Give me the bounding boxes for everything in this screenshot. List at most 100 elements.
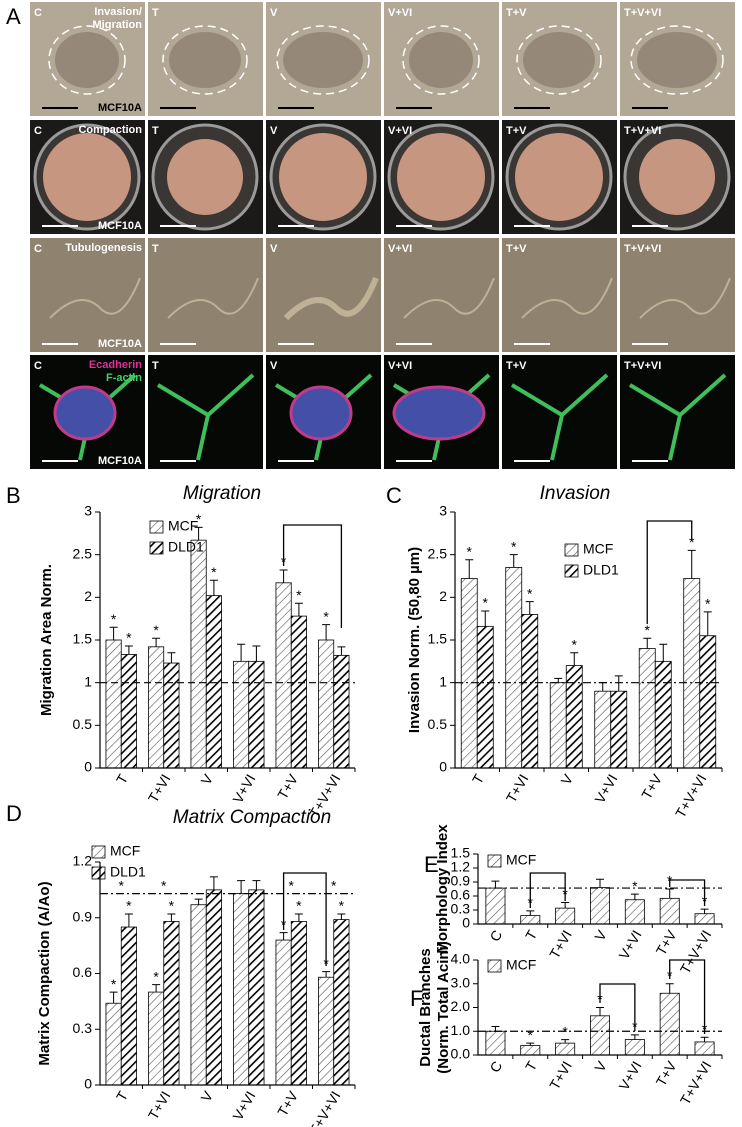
x-tick-label: T+V — [274, 771, 301, 802]
bar — [163, 921, 180, 1086]
significance-mark: * — [196, 511, 202, 527]
x-tick-label: T+V — [274, 1088, 301, 1119]
micrograph — [30, 238, 145, 352]
error-bar — [194, 526, 203, 541]
gel — [639, 139, 715, 215]
error-bar — [598, 682, 607, 692]
bar — [699, 635, 717, 769]
panel-letter: C — [386, 483, 402, 508]
x-tick-label: V+VI — [591, 771, 620, 806]
error-bar — [491, 1026, 500, 1032]
cluster-outline — [630, 25, 724, 95]
bar — [248, 660, 265, 769]
significance-mark: * — [126, 898, 132, 914]
error-bar — [509, 554, 518, 568]
comparison-bracket — [646, 520, 693, 624]
bar — [485, 1030, 506, 1056]
error-bar — [596, 878, 604, 888]
error-bar — [194, 898, 203, 905]
significance-mark: * — [126, 630, 132, 646]
bar — [105, 639, 122, 769]
error-bar — [630, 893, 639, 900]
x-tick-label: V+VI — [229, 1088, 258, 1123]
condition-label: V+VI — [388, 125, 412, 137]
y-axis-label: Migration Area Norm. — [38, 564, 55, 716]
cluster-outline — [162, 25, 248, 95]
micrograph — [620, 238, 735, 352]
x-tick-label: T+VI — [145, 1088, 174, 1122]
error-bar — [700, 1036, 709, 1042]
bar — [555, 1042, 576, 1056]
cluster-outline — [516, 25, 602, 95]
y-tick-label: 4.0 — [451, 951, 471, 967]
significance-mark: * — [528, 1027, 534, 1043]
bar — [654, 660, 672, 769]
reference-mark: * — [119, 877, 125, 893]
cell-line-label: MCF10A — [98, 455, 142, 467]
bar — [485, 887, 506, 925]
tubule — [403, 277, 495, 319]
error-bar — [322, 624, 331, 640]
legend-label: MCF — [583, 541, 613, 557]
assay-label: Migration — [93, 19, 143, 31]
cell-cluster — [409, 32, 473, 88]
y-tick-label: 0.0 — [451, 1046, 471, 1062]
error-bar — [152, 637, 161, 647]
error-bar — [109, 626, 118, 640]
error-bar — [526, 1042, 535, 1046]
error-bar — [526, 910, 535, 916]
x-tick-label: T+V — [653, 927, 680, 958]
tubule — [167, 277, 259, 319]
legend-swatch — [487, 854, 502, 868]
x-tick-label: V — [558, 771, 577, 788]
error-bar — [279, 932, 288, 941]
bar — [565, 665, 583, 769]
y-tick-label: 2.5 — [73, 545, 93, 561]
x-tick-label: T+VI — [546, 1058, 575, 1092]
error-bar — [322, 971, 331, 978]
significance-mark: * — [511, 538, 517, 554]
cell-cluster — [637, 32, 717, 88]
y-tick-label: 0.5 — [73, 716, 93, 732]
x-tick-label: V+VI — [615, 927, 644, 962]
gel — [279, 133, 367, 221]
actin — [628, 373, 727, 461]
significance-mark: * — [169, 898, 175, 914]
bar — [555, 907, 576, 925]
condition-label: C — [34, 243, 42, 255]
y-tick-label: 1.2 — [451, 859, 471, 875]
gel — [397, 133, 485, 221]
micrograph — [384, 238, 499, 352]
bar — [318, 639, 335, 769]
significance-mark: * — [296, 587, 302, 603]
condition-label: T+V — [506, 125, 527, 137]
error-bar — [570, 652, 579, 666]
y-tick-label: 0 — [84, 759, 92, 775]
significance-mark: * — [153, 622, 159, 638]
condition-label: C — [34, 125, 42, 137]
bar — [148, 991, 165, 1086]
significance-mark: * — [467, 543, 473, 559]
reference-mark: * — [331, 877, 337, 893]
significance-mark: * — [632, 878, 638, 894]
error-bar — [209, 876, 218, 890]
error-bar — [561, 902, 570, 909]
bar — [590, 887, 610, 925]
x-tick-label: T+V — [638, 771, 665, 802]
error-bar — [237, 643, 246, 662]
y-tick-label: 0.6 — [451, 887, 471, 903]
condition-label: V — [270, 7, 278, 19]
bar — [275, 939, 292, 1086]
error-bar — [337, 913, 346, 920]
condition-label: T+V — [506, 360, 527, 372]
condition-label: T — [152, 243, 159, 255]
error-bar — [237, 880, 246, 894]
x-tick-label: V+VI — [615, 1058, 644, 1093]
cell-cluster — [523, 32, 595, 88]
comparison-bracket — [282, 872, 327, 966]
condition-label: T — [152, 7, 159, 19]
y-axis-label: (Norm. Total Acini) — [435, 941, 452, 1074]
legend-label: MCF — [506, 957, 536, 973]
error-bar — [665, 888, 674, 899]
